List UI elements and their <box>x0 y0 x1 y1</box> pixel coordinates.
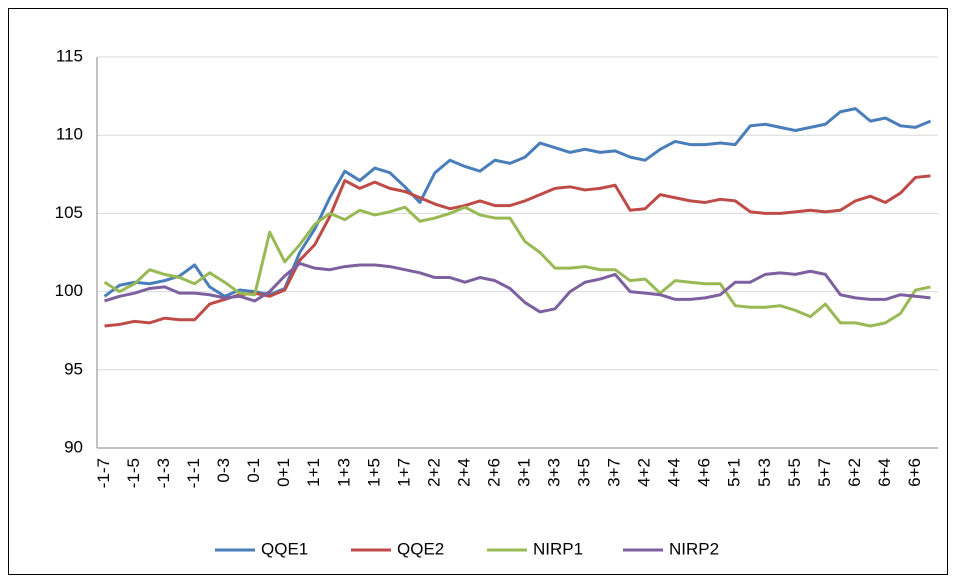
x-tick-label: 5+7 <box>815 458 834 487</box>
x-tick-label: 0-1 <box>244 458 263 483</box>
x-tick-label: 0-3 <box>214 458 233 483</box>
x-tick-label: 1+1 <box>304 458 323 487</box>
x-tick-label: 0+1 <box>274 458 293 487</box>
y-tick-label: 95 <box>64 359 83 378</box>
x-tick-label: 1+5 <box>364 458 383 487</box>
x-tick-label: 6+4 <box>875 458 894 487</box>
x-tick-label: 5+3 <box>755 458 774 487</box>
x-tick-label: 1+3 <box>334 458 353 487</box>
x-tick-label: 3+7 <box>605 458 624 487</box>
series-line <box>103 107 932 298</box>
x-tick-label: 6+6 <box>905 458 924 487</box>
y-tick-label: 100 <box>55 281 83 300</box>
y-tick-label: 90 <box>64 437 83 456</box>
x-tick-label: -1-1 <box>184 458 203 488</box>
x-tick-label: 6+2 <box>845 458 864 487</box>
legend-label: QQE2 <box>397 539 444 558</box>
x-tick-label: 3+3 <box>545 458 564 487</box>
x-tick-label: -1-3 <box>154 458 173 488</box>
x-tick-label: 5+1 <box>725 458 744 487</box>
legend-label: NIRP2 <box>669 539 719 558</box>
series-line <box>104 261 931 314</box>
x-tick-label: 3+5 <box>575 458 594 487</box>
x-tick-label: -1-5 <box>124 458 143 488</box>
x-tick-label: 2+6 <box>484 458 503 487</box>
legend-label: NIRP1 <box>533 539 583 558</box>
x-tick-label: 4+6 <box>695 458 714 487</box>
x-tick-label: 4+4 <box>665 458 684 487</box>
y-tick-label: 105 <box>55 203 83 222</box>
y-tick-label: 115 <box>56 46 83 65</box>
legend-label: QQE1 <box>261 539 308 558</box>
x-tick-label: 1+7 <box>394 458 413 487</box>
y-tick-label: 110 <box>56 125 83 144</box>
x-tick-label: 5+5 <box>785 458 804 487</box>
x-tick-label: 3+1 <box>514 458 533 487</box>
series-line <box>103 205 931 328</box>
x-tick-label: 2+2 <box>424 458 443 487</box>
x-tick-label: -1-7 <box>94 458 113 488</box>
x-tick-label: 4+2 <box>635 458 654 487</box>
x-tick-label: 2+4 <box>454 458 473 487</box>
